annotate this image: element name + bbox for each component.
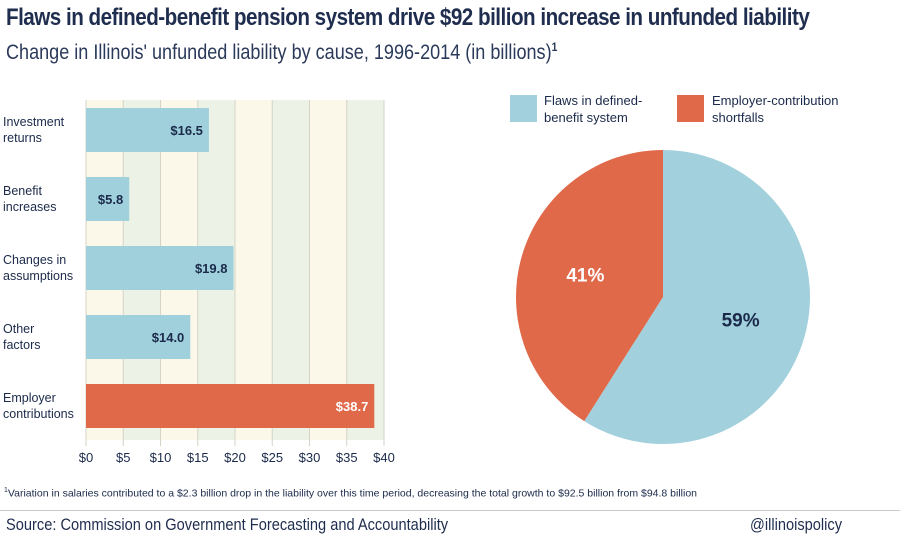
chart-subtitle: Change in Illinois' unfunded liability b… <box>6 40 557 65</box>
category-label: Changes in assumptions <box>3 252 83 284</box>
footnote-text: Variation in salaries contributed to a $… <box>7 487 698 500</box>
background-band <box>272 100 310 440</box>
social-handle: @illinoispolicy <box>749 515 842 534</box>
bar <box>86 246 234 290</box>
legend-swatch-employer <box>677 95 704 122</box>
legend-item-employer: Employer-contribution shortfalls <box>712 92 838 126</box>
bar-value-label: $19.8 <box>195 261 228 276</box>
subtitle-footnote-mark: 1 <box>551 40 558 54</box>
category-label: Investment returns <box>3 114 83 146</box>
legend-label-line: shortfalls <box>712 110 765 125</box>
x-tick-label: $20 <box>224 450 246 465</box>
category-label: Benefit increases <box>3 183 83 215</box>
category-label-line: Investment <box>3 115 65 129</box>
category-label-line: Benefit <box>3 184 42 198</box>
pie-slice-label: 41% <box>566 265 604 286</box>
footer-divider <box>0 510 900 511</box>
bar-value-label: $16.5 <box>170 123 203 138</box>
legend-label-line: Employer-contribution <box>712 93 839 108</box>
bar <box>86 384 375 428</box>
bar-value-label: $38.7 <box>336 399 369 414</box>
x-tick-label: $10 <box>150 450 172 465</box>
category-label-line: increases <box>3 200 57 214</box>
footnote: 1Variation in salaries contributed to a … <box>4 487 697 500</box>
x-tick-label: $35 <box>336 450 358 465</box>
x-tick-label: $15 <box>187 450 209 465</box>
category-label-line: Employer <box>3 391 56 405</box>
chart-title: Flaws in defined-benefit pension system … <box>6 4 810 31</box>
pie-slice-label: 59% <box>722 311 760 332</box>
background-band <box>235 100 273 440</box>
category-label-line: assumptions <box>3 269 74 283</box>
legend-label-line: Flaws in defined- <box>544 93 643 108</box>
bar <box>86 108 209 152</box>
legend-item-flaws: Flaws in defined- benefit system <box>544 92 642 126</box>
pie-slice <box>516 150 663 422</box>
x-tick-label: $0 <box>79 450 93 465</box>
bar-chart: $0 $5 $10 $15 $20 $25 $30 $35 $40 $16.5 $5.8 $19.8 $… <box>79 100 395 465</box>
pie-slice <box>584 150 810 444</box>
category-label-line: Changes in <box>3 253 67 267</box>
legend-label-line: benefit system <box>544 110 628 125</box>
bar-value-label: $5.8 <box>98 192 123 207</box>
category-label-line: contributions <box>3 407 74 421</box>
background-band <box>309 100 347 440</box>
x-tick-label: $5 <box>116 450 130 465</box>
subtitle-text: Change in Illinois' unfunded liability b… <box>6 41 552 64</box>
background-band <box>346 100 384 440</box>
bar-value-label: $14.0 <box>152 330 185 345</box>
bar <box>86 315 191 359</box>
category-label: Employer contributions <box>3 390 83 422</box>
source-line: Source: Commission on Government Forecas… <box>6 515 449 534</box>
pie-chart: 59% 41% <box>516 150 810 444</box>
footnote-mark: 1 <box>4 487 8 494</box>
bar <box>86 177 130 221</box>
legend-swatch-flaws <box>510 95 537 122</box>
x-tick-label: $40 <box>373 450 395 465</box>
x-tick-label: $30 <box>299 450 321 465</box>
category-label-line: Other <box>3 322 35 336</box>
category-label: Other factors <box>3 321 83 353</box>
x-tick-label: $25 <box>261 450 283 465</box>
category-label-line: factors <box>3 338 41 352</box>
category-label-line: returns <box>3 131 42 145</box>
